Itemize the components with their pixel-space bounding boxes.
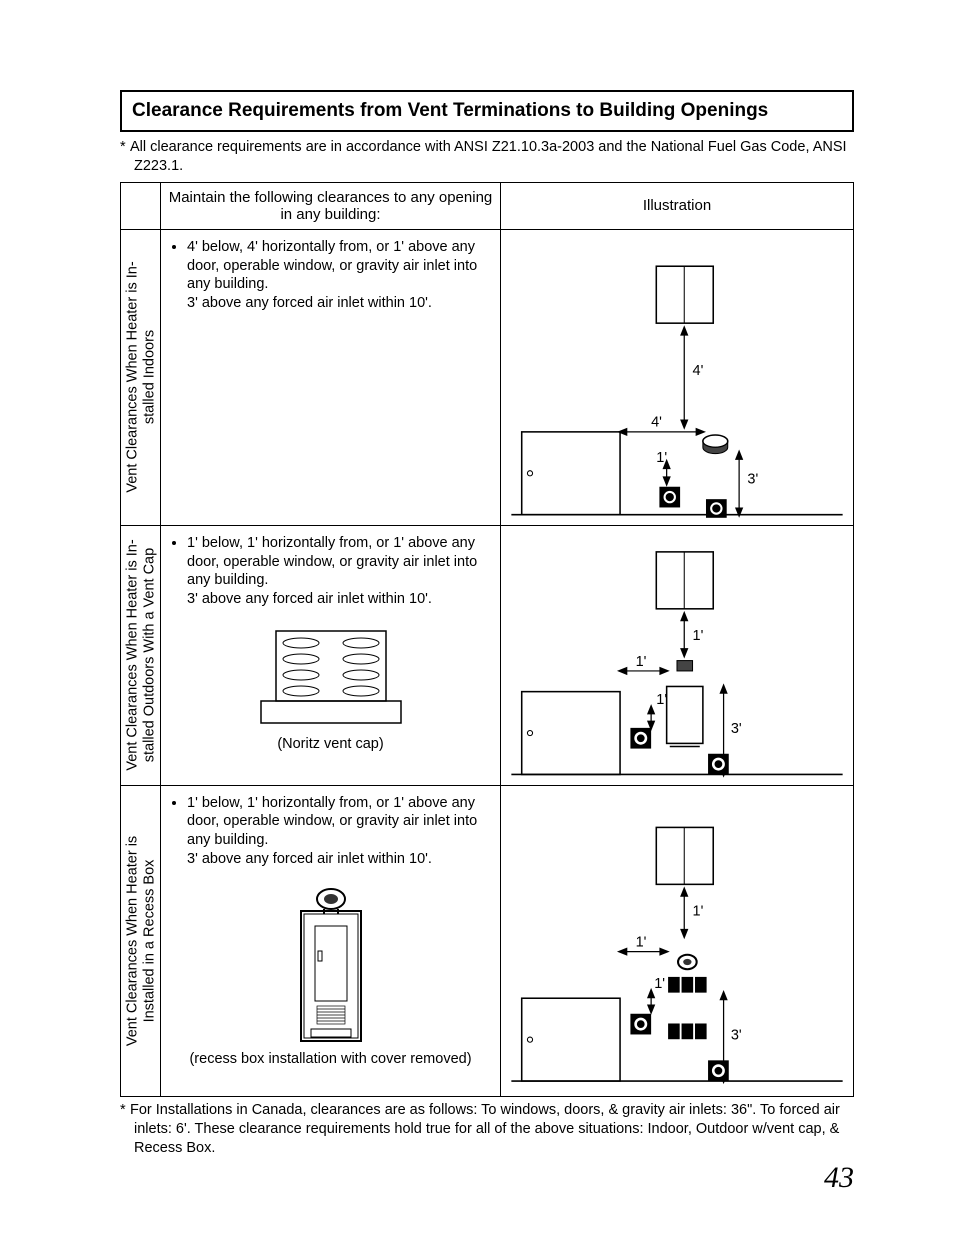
page-number: 43 <box>824 1161 854 1195</box>
bottom-note-text: For Installations in Canada, clearances … <box>130 1102 840 1156</box>
top-note: *All clearance requirements are in accor… <box>120 138 854 176</box>
row2-label-l1: Vent Clearances When Heater is In- <box>124 539 140 770</box>
recess-box-image <box>281 881 381 1046</box>
row2-illustration: 1' 1' 1' <box>501 525 854 785</box>
row3-label: Vent Clearances When Heater is Installed… <box>121 785 161 1097</box>
row1-bullet1: 4' below, 4' horizontally from, or 1' ab… <box>187 239 477 293</box>
svg-text:3': 3' <box>731 721 742 737</box>
row1-label-l2: stalled Indoors <box>141 330 157 424</box>
clearance-table: Maintain the following clearances to any… <box>120 182 854 1097</box>
row2-label: Vent Clearances When Heater is In- stall… <box>121 525 161 785</box>
dim-mid: 1' <box>656 450 667 466</box>
noritz-vent-cap-image <box>246 621 416 731</box>
row1-label: Vent Clearances When Heater is In- stall… <box>121 229 161 525</box>
header-left: Maintain the following clearances to any… <box>161 182 501 229</box>
row3-bullet2: 3' above any forced air inlet within 10'… <box>187 851 432 867</box>
header-right: Illustration <box>501 182 854 229</box>
svg-text:1': 1' <box>693 903 704 919</box>
dim-left: 4' <box>651 414 662 430</box>
row1-bullet2: 3' above any forced air inlet within 10'… <box>187 295 432 311</box>
row2-desc: 1' below, 1' horizontally from, or 1' ab… <box>161 525 501 785</box>
bottom-note: *For Installations in Canada, clearances… <box>120 1101 854 1158</box>
row2-bullet1: 1' below, 1' horizontally from, or 1' ab… <box>187 535 477 589</box>
page-title: Clearance Requirements from Vent Termina… <box>120 90 854 132</box>
dim-up: 4' <box>693 363 704 379</box>
dim-right: 3' <box>747 471 758 487</box>
row3-label-l1: Vent Clearances When Heater is <box>124 836 140 1046</box>
svg-text:1': 1' <box>636 934 647 950</box>
row2-bullet2: 3' above any forced air inlet within 10'… <box>187 591 432 607</box>
svg-text:1': 1' <box>654 975 665 991</box>
svg-text:1': 1' <box>636 653 647 669</box>
svg-text:3': 3' <box>731 1027 742 1043</box>
row2-caption: (Noritz vent cap) <box>171 735 490 754</box>
row3-caption: (recess box installation with cover remo… <box>171 1050 490 1069</box>
row1-illustration: 4' 4' 1' <box>501 229 854 525</box>
svg-text:1': 1' <box>693 628 704 644</box>
row1-desc: 4' below, 4' horizontally from, or 1' ab… <box>161 229 501 525</box>
svg-text:1': 1' <box>656 692 667 708</box>
row1-label-l1: Vent Clearances When Heater is In- <box>124 262 140 493</box>
row3-bullet1: 1' below, 1' horizontally from, or 1' ab… <box>187 795 477 849</box>
row3-label-l2: Installed in a Recess Box <box>141 859 157 1022</box>
row3-illustration: 1' 1' 1' <box>501 785 854 1097</box>
row2-label-l2: stalled Outdoors With a Vent Cap <box>141 548 157 762</box>
corner-cell <box>121 182 161 229</box>
top-note-text: All clearance requirements are in accord… <box>130 139 847 174</box>
row3-desc: 1' below, 1' horizontally from, or 1' ab… <box>161 785 501 1097</box>
